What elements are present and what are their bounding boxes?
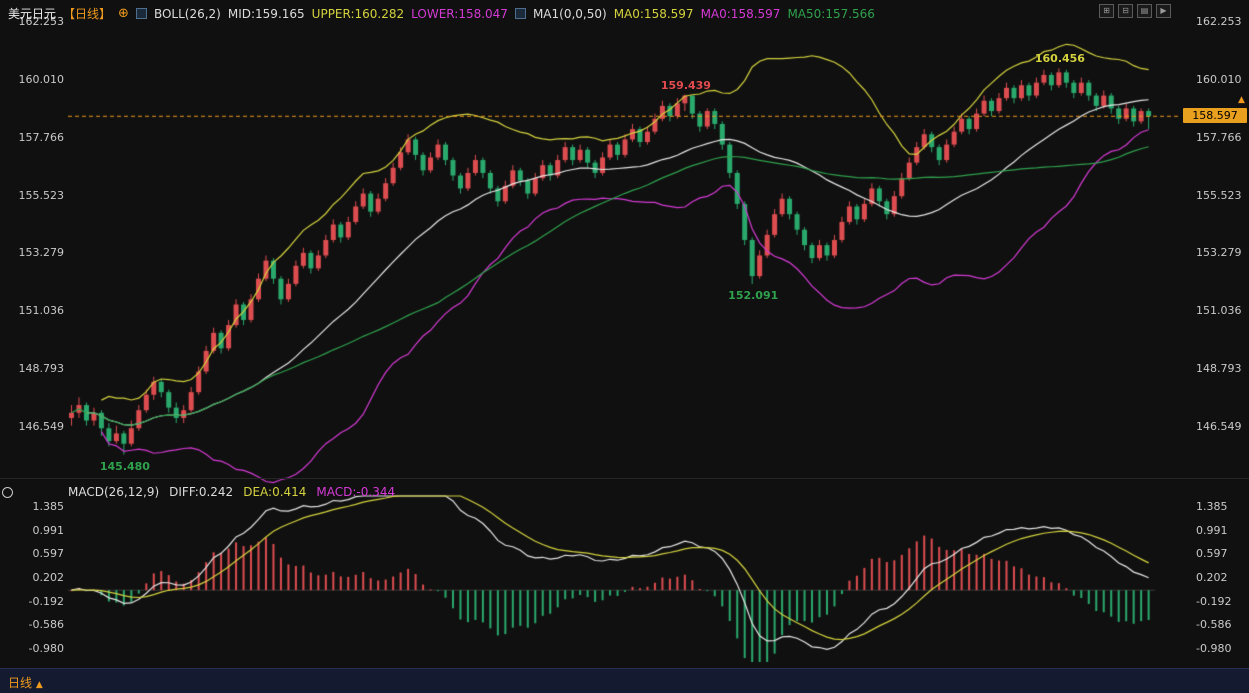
macd-axis-label-left: 1.385	[32, 500, 65, 513]
macd-axis-label-right: 0.991	[1196, 523, 1228, 537]
macd-axis-label-left: -0.192	[28, 594, 64, 608]
macd-diff-value: DIFF:0.242	[169, 485, 234, 499]
price-axis-label-left: 160.010	[18, 72, 65, 86]
macd-axis-label-right: 0.202	[1196, 571, 1228, 585]
macd-axis-label-left: -0.586	[28, 618, 64, 632]
boll-lower-value: LOWER:158.047	[411, 6, 508, 21]
panel-toggle-icon[interactable]	[2, 487, 13, 498]
boll-mid-value: MID:159.165	[227, 6, 305, 21]
price-axis-label-right: 151.036	[1196, 304, 1242, 318]
macd-dea-value: DEA:0.414	[243, 485, 307, 499]
price-axis-label-right: 157.766	[1196, 130, 1242, 144]
ma0-value-1: MA0:158.597	[613, 6, 694, 21]
price-axis-label-right: 162.253	[1196, 15, 1242, 28]
macd-axis-label-right: 0.597	[1196, 547, 1228, 561]
timeframe-label: 日线	[8, 676, 33, 690]
macd-axis-label-left: 0.597	[32, 547, 65, 561]
single-layout-icon[interactable]: ⊟	[1118, 4, 1133, 18]
macd-axis-label-left: 0.202	[32, 571, 65, 585]
price-annotation: 145.480	[99, 459, 150, 473]
boll-indicator-icon	[135, 8, 147, 19]
boll-label: BOLL(26,2)	[153, 6, 221, 21]
price-axis-label-left: 148.793	[18, 362, 65, 376]
price-axis-label-left: 157.766	[18, 130, 65, 144]
panel-divider[interactable]	[0, 478, 1249, 479]
macd-label: MACD(26,12,9)	[68, 485, 160, 499]
boll-upper-value: UPPER:160.282	[311, 6, 405, 21]
panel-list-icon[interactable]: ▤	[1137, 4, 1152, 18]
macd-header: MACD(26,12,9) DIFF:0.242 DEA:0.414 MACD:…	[68, 485, 395, 499]
scroll-latest-icon[interactable]: ▶	[1156, 4, 1171, 18]
timeframe-selector[interactable]: 日线 ▲	[8, 674, 43, 691]
ma-label: MA1(0,0,50)	[532, 6, 607, 21]
price-axis-label-left: 153.279	[18, 246, 65, 260]
add-indicator-icon[interactable]: ⊕	[118, 6, 129, 21]
macd-axis-label-left: -0.980	[28, 642, 64, 655]
grid-layout-icon[interactable]: ⊞	[1099, 4, 1114, 18]
ma-indicator-icon	[514, 8, 526, 19]
time-axis-bar[interactable]	[0, 668, 1249, 693]
last-price-badge: 158.597	[1183, 108, 1247, 124]
price-axis-label-right: 148.793	[1196, 362, 1242, 376]
price-up-arrow-icon: ▲	[1238, 95, 1245, 106]
macd-hist-value: MACD:-0.344	[316, 485, 396, 499]
price-annotation: 160.456	[1034, 52, 1085, 66]
price-annotation: 152.091	[728, 289, 779, 303]
price-axis-label-left: 162.253	[18, 15, 65, 28]
price-axis-label-right: 153.279	[1196, 246, 1242, 260]
price-annotation: 159.439	[660, 78, 711, 92]
price-axis-label-right: 155.523	[1196, 188, 1242, 202]
price-axis-label-left: 151.036	[18, 304, 65, 318]
timeframe-dropdown-icon: ▲	[35, 680, 43, 690]
macd-axis-label-right: 1.385	[1196, 500, 1228, 513]
chart-toolbar: ⊞ ⊟ ▤ ▶	[1099, 4, 1171, 18]
price-axis-label-right: 160.010	[1196, 72, 1242, 86]
price-axis-label-left: 155.523	[18, 188, 65, 202]
price-axis-label-left: 146.549	[18, 420, 65, 433]
period-tag[interactable]: 【日线】	[63, 7, 112, 21]
macd-axis-label-left: 0.991	[32, 523, 65, 537]
macd-axis-label-right: -0.192	[1196, 594, 1232, 608]
macd-axis-label-right: -0.980	[1196, 642, 1232, 655]
chart-header: 美元日元 【日线】 ⊕ BOLL(26,2) MID:159.165 UPPER…	[8, 5, 875, 22]
symbol-name: 美元日元	[8, 7, 57, 21]
ma0-value-2: MA0:158.597	[700, 6, 781, 21]
macd-axis-label-right: -0.586	[1196, 618, 1232, 632]
ma50-value: MA50:157.566	[787, 6, 875, 21]
price-axis-label-right: 146.549	[1196, 420, 1242, 433]
